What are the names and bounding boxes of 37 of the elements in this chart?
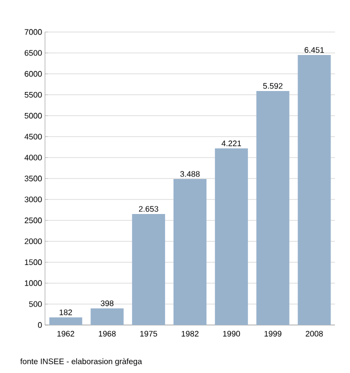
data-label: 4.221 bbox=[222, 140, 242, 146]
y-tick-label: 0 bbox=[38, 322, 42, 328]
data-label: 6.451 bbox=[304, 47, 324, 53]
x-tick-label: 1968 bbox=[98, 330, 116, 337]
y-tick-label: 1000 bbox=[24, 280, 42, 286]
bar bbox=[256, 90, 290, 325]
y-tick-label: 4000 bbox=[24, 154, 42, 160]
y-tick-label: 3500 bbox=[24, 176, 42, 182]
y-tick-label: 4500 bbox=[24, 134, 42, 140]
y-tick-label: 6000 bbox=[24, 71, 42, 77]
y-tick-label: 5500 bbox=[24, 92, 42, 98]
bar bbox=[173, 179, 206, 325]
x-tick-label: 1982 bbox=[182, 330, 198, 337]
bar bbox=[298, 54, 331, 325]
bar bbox=[90, 308, 124, 325]
bar bbox=[49, 317, 82, 325]
x-tick-label: 1962 bbox=[57, 330, 74, 337]
y-tick-label: 5000 bbox=[24, 112, 42, 119]
bar bbox=[214, 148, 248, 325]
y-tick-label: 3000 bbox=[24, 196, 42, 202]
bar bbox=[132, 214, 166, 325]
y-tick-label: 7000 bbox=[24, 29, 42, 35]
data-label: 2.653 bbox=[138, 206, 158, 212]
y-tick-label: 6500 bbox=[24, 50, 42, 56]
x-tick-label: 1990 bbox=[223, 330, 240, 337]
data-label: 182 bbox=[60, 310, 72, 316]
x-tick-label: 1999 bbox=[264, 330, 282, 337]
y-tick-label: 500 bbox=[29, 301, 42, 307]
data-label: 3.488 bbox=[180, 171, 200, 177]
y-tick-label: 1500 bbox=[24, 259, 42, 266]
data-label: 5.592 bbox=[263, 83, 282, 89]
data-label: 398 bbox=[100, 300, 114, 306]
y-tick-label: 2000 bbox=[24, 238, 42, 244]
x-tick-label: 2008 bbox=[306, 330, 323, 337]
source-note: fonte INSEE - elaborasion gràfega bbox=[20, 358, 142, 366]
y-tick-label: 2500 bbox=[24, 218, 42, 224]
x-tick-label: 1975 bbox=[140, 330, 158, 337]
